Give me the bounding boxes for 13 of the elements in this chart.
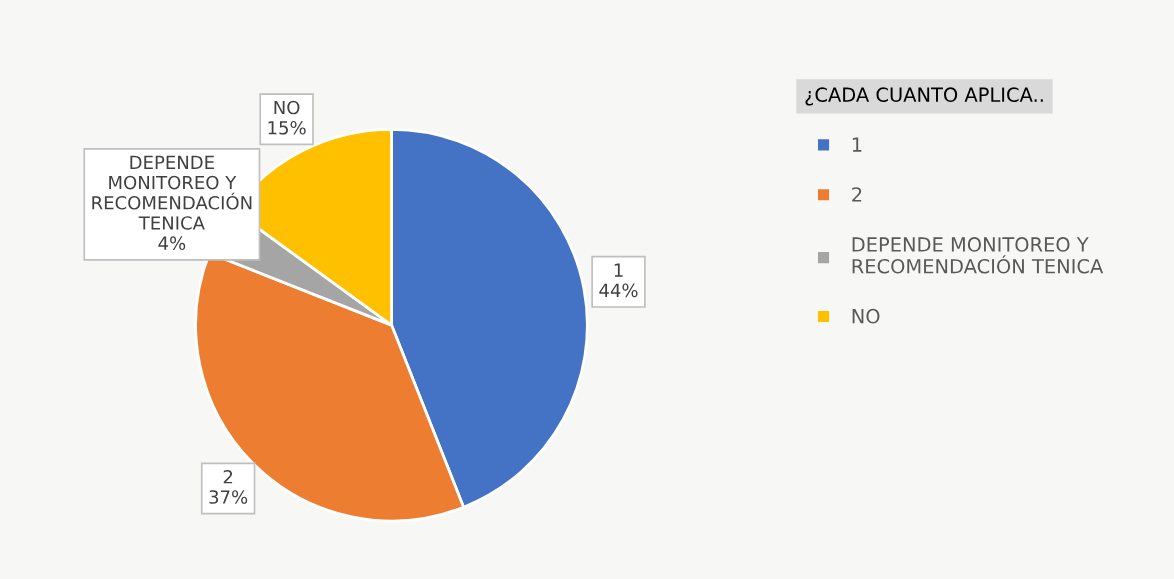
slice-label: DEPENDE MONITOREO Y RECOMENDACIÓN TENICA bbox=[92, 155, 252, 230]
legend-label: NO bbox=[852, 308, 880, 324]
slice-label: 2 bbox=[223, 469, 233, 484]
legend-label: DEPENDE MONITOREO Y RECOMENDACIÓN TENICA bbox=[852, 237, 1104, 274]
data-label: 15% bbox=[268, 120, 306, 135]
slice-label: NO bbox=[274, 100, 300, 115]
legend-label: 2 bbox=[852, 187, 862, 202]
legend-label: 1 bbox=[852, 137, 862, 152]
data-label: 37% bbox=[209, 490, 248, 504]
legend-title: ¿CADA CUANTO APLICA.. bbox=[805, 87, 1043, 106]
data-label: 4% bbox=[158, 236, 186, 251]
slice-label: 1 bbox=[614, 263, 623, 277]
data-label: 44% bbox=[599, 283, 638, 298]
